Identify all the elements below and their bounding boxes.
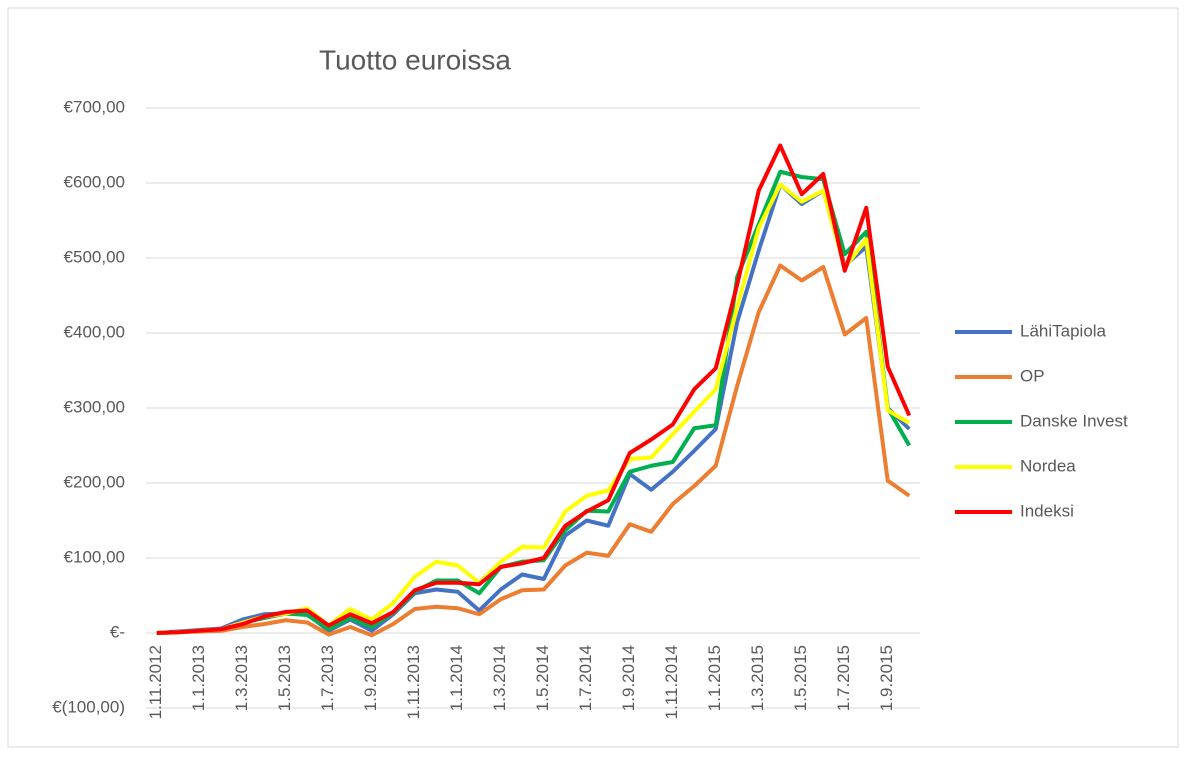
x-tick-label: 1.1.2015 <box>705 645 724 711</box>
legend-label: Nordea <box>1020 456 1076 475</box>
x-tick-label: 1.5.2014 <box>533 645 552 711</box>
x-tick-label: 1.5.2013 <box>275 645 294 711</box>
legend-label: Indeksi <box>1020 501 1074 520</box>
x-tick-label: 1.7.2015 <box>834 645 853 711</box>
x-tick-label: 1.1.2013 <box>189 645 208 711</box>
chart-title: Tuotto euroissa <box>319 44 511 75</box>
x-tick-label: 1.5.2015 <box>791 645 810 711</box>
y-tick-label: €- <box>110 622 125 641</box>
x-tick-label: 1.9.2015 <box>877 645 896 711</box>
y-tick-label: €700,00 <box>64 97 125 116</box>
x-tick-label: 1.7.2013 <box>318 645 337 711</box>
x-tick-label: 1.9.2013 <box>361 645 380 711</box>
x-tick-label: 1.11.2013 <box>404 645 423 719</box>
y-tick-label: €100,00 <box>64 547 125 566</box>
legend-label: Danske Invest <box>1020 411 1128 430</box>
x-tick-label: 1.9.2014 <box>619 645 638 711</box>
legend-label: LähiTapiola <box>1020 321 1107 340</box>
y-tick-label: €500,00 <box>64 247 125 266</box>
x-tick-label: 1.11.2012 <box>146 645 165 719</box>
y-tick-label: €(100,00) <box>52 697 125 716</box>
x-tick-label: 1.7.2014 <box>576 645 595 711</box>
y-tick-label: €600,00 <box>64 172 125 191</box>
x-tick-label: 1.3.2015 <box>748 645 767 711</box>
y-tick-label: €200,00 <box>64 472 125 491</box>
x-tick-label: 1.1.2014 <box>447 645 466 711</box>
legend-label: OP <box>1020 366 1045 385</box>
y-tick-label: €300,00 <box>64 397 125 416</box>
y-tick-label: €400,00 <box>64 322 125 341</box>
series-line <box>156 143 912 635</box>
series-line <box>156 263 911 638</box>
x-tick-label: 1.3.2014 <box>490 645 509 711</box>
x-tick-label: 1.11.2014 <box>662 645 681 719</box>
x-tick-label: 1.3.2013 <box>232 645 251 711</box>
